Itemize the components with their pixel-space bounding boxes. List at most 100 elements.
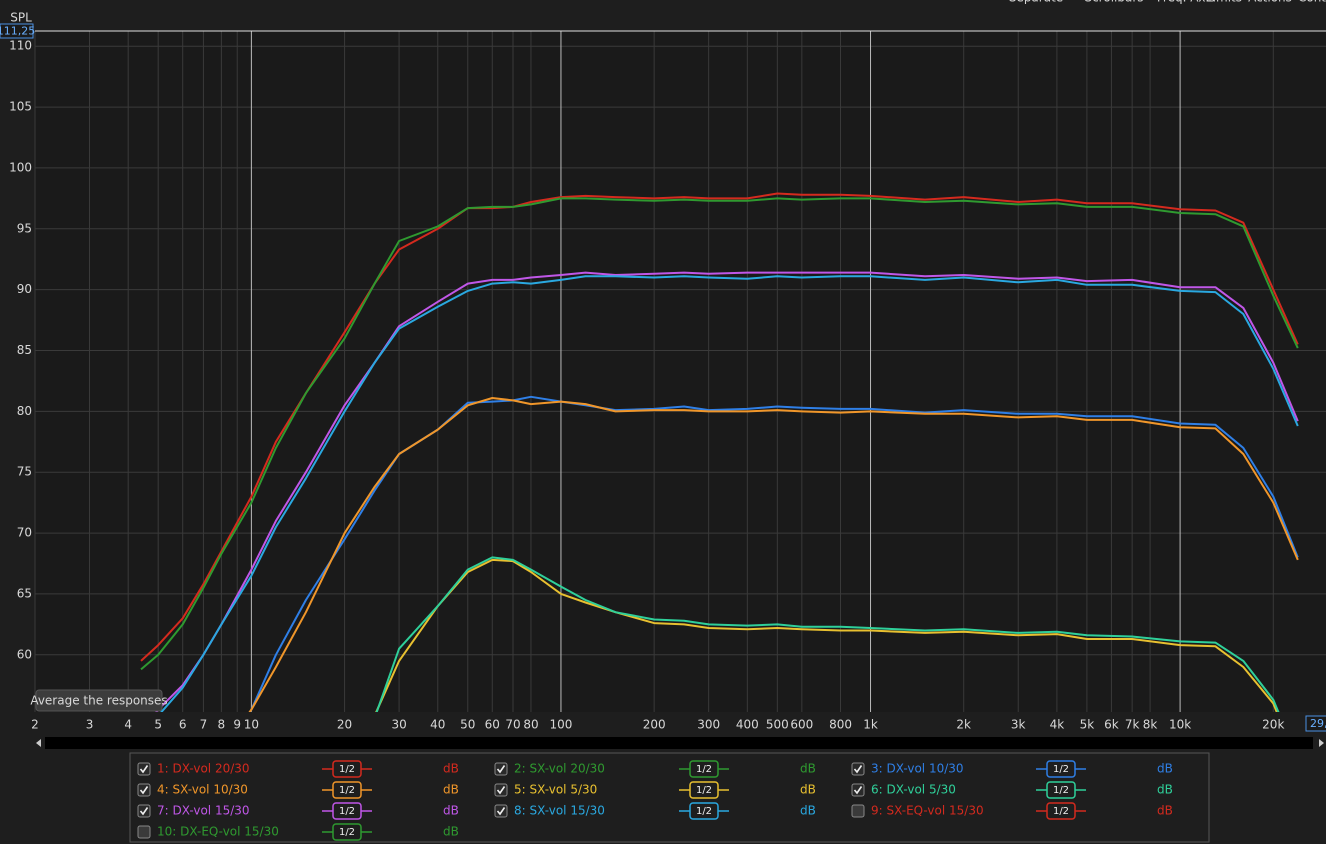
unit-label: dB — [443, 783, 459, 797]
checkmark — [853, 765, 863, 774]
y-tick-label: 80 — [17, 404, 32, 418]
x-tick-label: 6k — [1104, 718, 1119, 732]
smoothing-button[interactable] — [332, 802, 362, 820]
x-tick-label: 20k — [1262, 718, 1284, 732]
checkmark — [496, 807, 506, 816]
measurement-name[interactable]: 7: DX-vol 15/30 — [157, 804, 250, 818]
x-tick-label: 200 — [643, 718, 666, 732]
y-cursor-box — [0, 23, 34, 39]
checkbox[interactable] — [494, 804, 508, 818]
scrollbar[interactable] — [45, 737, 1313, 749]
checkbox[interactable] — [851, 762, 865, 776]
x-tick-label: 8k — [1143, 718, 1158, 732]
smoothing-button[interactable] — [1046, 802, 1076, 820]
smoothing-label[interactable]: 1/2 — [696, 764, 712, 775]
toolbar-item[interactable]: Cont — [1298, 0, 1326, 5]
x-tick-label: 80 — [523, 718, 538, 732]
checkmark — [139, 765, 149, 774]
x-tick-label: 7k — [1125, 718, 1140, 732]
x-tick-label: 30 — [391, 718, 406, 732]
smoothing-button[interactable] — [689, 781, 719, 799]
checkbox[interactable] — [851, 783, 865, 797]
x-tick-label: 5k — [1080, 718, 1095, 732]
checkmark — [139, 807, 149, 816]
toolbar-item[interactable]: Actions — [1248, 0, 1292, 5]
checkbox[interactable] — [494, 762, 508, 776]
unit-label: dB — [800, 783, 816, 797]
x-tick-label: 70 — [505, 718, 520, 732]
x-tick-label: 4 — [124, 718, 132, 732]
checkbox[interactable] — [137, 804, 151, 818]
smoothing-button[interactable] — [689, 760, 719, 778]
toolbar-item[interactable]: Limits — [1206, 0, 1242, 5]
response-curve — [248, 397, 1299, 712]
smoothing-label[interactable]: 1/2 — [1053, 785, 1069, 796]
x-tick-label: 400 — [736, 718, 759, 732]
y-tick-label: 110 — [9, 39, 32, 53]
toolbar-item[interactable]: Freq. Axis — [1157, 0, 1215, 5]
y-tick-label: 85 — [17, 343, 32, 357]
x-tick-label: 300 — [697, 718, 720, 732]
legend-panel — [129, 752, 1210, 843]
checkbox[interactable] — [137, 762, 151, 776]
unit-label: dB — [443, 804, 459, 818]
unit-label: dB — [1157, 804, 1173, 818]
x-tick-label: 3 — [86, 718, 94, 732]
x-tick-label: 1k — [863, 718, 878, 732]
measurement-name[interactable]: 1: DX-vol 20/30 — [157, 762, 250, 776]
smoothing-button[interactable] — [689, 802, 719, 820]
x-tick-label: 2k — [956, 718, 971, 732]
average-button-label[interactable]: Average the responses — [30, 694, 167, 708]
checkmark — [139, 786, 149, 795]
response-curve — [248, 395, 1299, 712]
measurement-name[interactable]: 6: DX-vol 5/30 — [871, 783, 956, 797]
toolbar-item[interactable]: Scrollbars — [1084, 0, 1143, 5]
checkbox[interactable] — [137, 783, 151, 797]
y-tick-label: 95 — [17, 221, 32, 235]
smoothing-label[interactable]: 1/2 — [339, 764, 355, 775]
toolbar-item[interactable]: Separate — [1009, 0, 1063, 5]
smoothing-label[interactable]: 1/2 — [1053, 764, 1069, 775]
unit-label: dB — [443, 825, 459, 839]
measurement-name[interactable]: 8: SX-vol 15/30 — [514, 804, 605, 818]
x-tick-label: 500 — [766, 718, 789, 732]
measurement-name[interactable]: 9: SX-EQ-vol 15/30 — [871, 804, 984, 818]
scroll-right[interactable] — [1319, 739, 1324, 747]
checkmark — [496, 765, 506, 774]
measurement-name[interactable]: 3: DX-vol 10/30 — [871, 762, 964, 776]
smoothing-button[interactable] — [332, 823, 362, 841]
x-tick-label: 5 — [154, 718, 162, 732]
measurement-name[interactable]: 10: DX-EQ-vol 15/30 — [157, 825, 279, 839]
x-tick-label: 40 — [430, 718, 445, 732]
checkbox[interactable] — [137, 825, 151, 839]
response-curve — [140, 192, 1299, 662]
measurement-name[interactable]: 2: SX-vol 20/30 — [514, 762, 605, 776]
x-tick-label: 8 — [218, 718, 226, 732]
x-tick-label: 10k — [1169, 718, 1191, 732]
checkmark — [496, 786, 506, 795]
smoothing-button[interactable] — [332, 781, 362, 799]
checkbox[interactable] — [494, 783, 508, 797]
response-curve — [375, 556, 1280, 712]
smoothing-button[interactable] — [1046, 760, 1076, 778]
smoothing-button[interactable] — [1046, 781, 1076, 799]
average-button[interactable] — [35, 689, 163, 712]
smoothing-label[interactable]: 1/2 — [339, 806, 355, 817]
smoothing-label[interactable]: 1/2 — [339, 785, 355, 796]
smoothing-label[interactable]: 1/2 — [1053, 806, 1069, 817]
smoothing-label[interactable]: 1/2 — [696, 806, 712, 817]
plot-area — [35, 31, 1326, 712]
response-curve — [140, 197, 1299, 671]
unit-label: dB — [443, 762, 459, 776]
x-tick-label: 4k — [1050, 718, 1065, 732]
smoothing-button[interactable] — [332, 760, 362, 778]
checkbox[interactable] — [851, 804, 865, 818]
scroll-left[interactable] — [36, 739, 41, 747]
smoothing-label[interactable]: 1/2 — [339, 827, 355, 838]
x-tick-label: 60 — [485, 718, 500, 732]
unit-label: dB — [1157, 783, 1173, 797]
y-tick-label: 60 — [17, 647, 32, 661]
measurement-name[interactable]: 4: SX-vol 10/30 — [157, 783, 248, 797]
smoothing-label[interactable]: 1/2 — [696, 785, 712, 796]
measurement-name[interactable]: 5: SX-vol 5/30 — [514, 783, 597, 797]
